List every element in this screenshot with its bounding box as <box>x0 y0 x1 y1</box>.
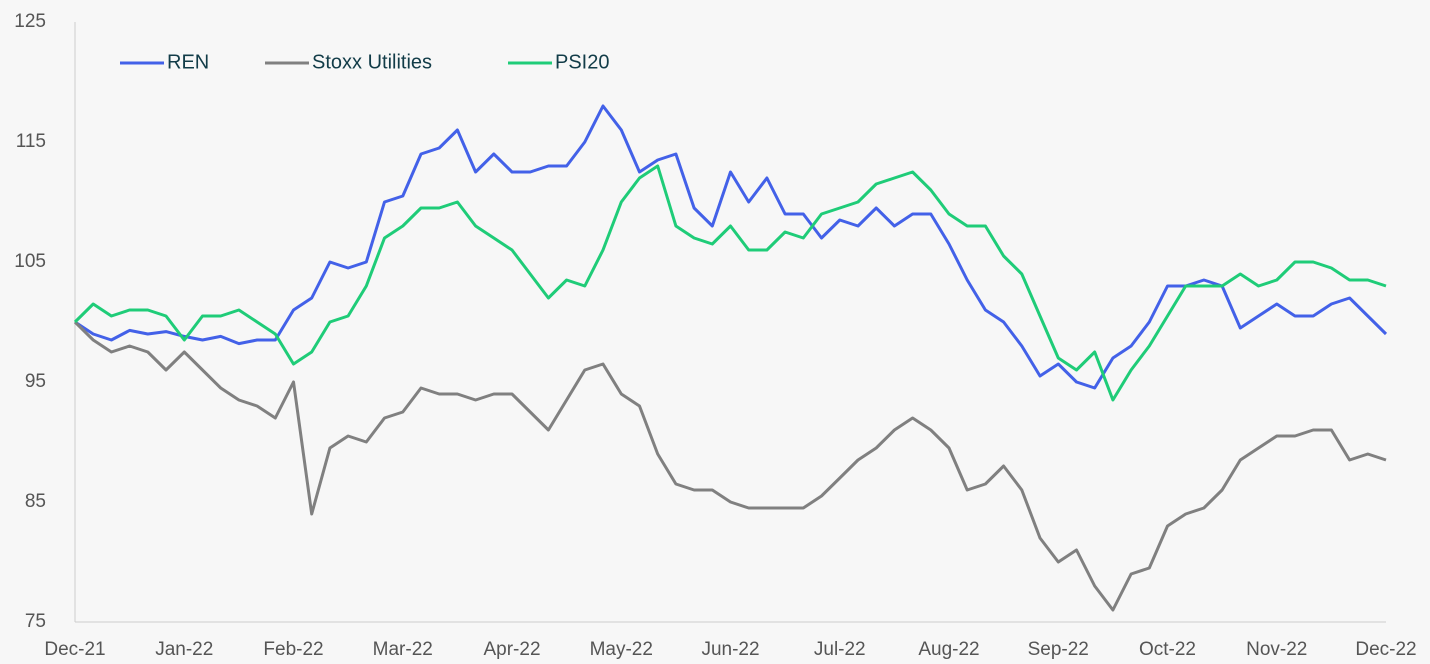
x-tick-label: Apr-22 <box>483 639 540 660</box>
y-tick-label: 105 <box>14 251 46 272</box>
x-tick-label: Oct-22 <box>1139 639 1196 660</box>
x-tick-label: Dec-21 <box>44 639 105 660</box>
legend: REN Stoxx Utilities PSI20 <box>120 51 609 73</box>
legend-label: PSI20 <box>555 51 609 73</box>
legend-label: REN <box>167 51 209 73</box>
y-tick-label: 85 <box>25 491 46 512</box>
y-tick-label: 125 <box>14 11 46 32</box>
x-tick-label: Aug-22 <box>918 639 979 660</box>
x-tick-label: Dec-22 <box>1355 639 1416 660</box>
y-tick-label: 115 <box>16 131 46 152</box>
x-tick-label: Sep-22 <box>1028 639 1089 660</box>
x-tick-label: Jun-22 <box>701 639 759 660</box>
x-tick-label: Nov-22 <box>1246 639 1307 660</box>
y-tick-label: 95 <box>25 371 46 392</box>
x-tick-label: Mar-22 <box>373 639 433 660</box>
x-tick-label: May-22 <box>590 639 653 660</box>
x-tick-label: Jul-22 <box>814 639 866 660</box>
x-tick-label: Feb-22 <box>263 639 323 660</box>
x-tick-label: Jan-22 <box>155 639 213 660</box>
series-line <box>74 104 1388 390</box>
y-tick-label: 75 <box>25 611 46 632</box>
series-line <box>73 320 1387 612</box>
legend-label: Stoxx Utilities <box>312 51 432 73</box>
series-line <box>73 164 1387 402</box>
